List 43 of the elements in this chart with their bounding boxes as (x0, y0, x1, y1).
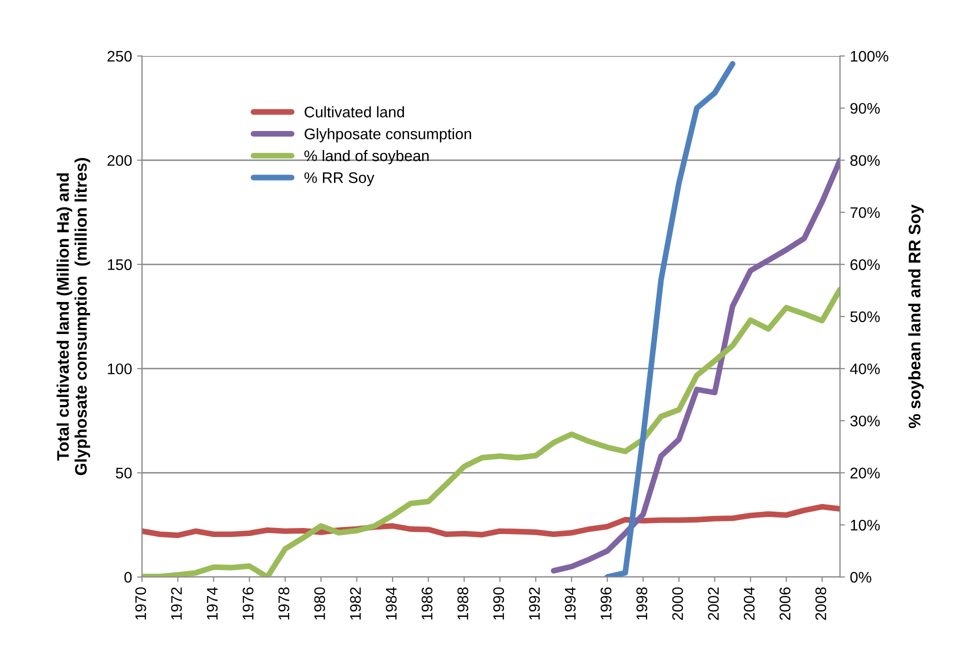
legend-label: Glyhposate consumption (304, 128, 472, 142)
y2-tick-label: 70% (850, 207, 880, 218)
y2-tick-label: 60% (850, 259, 880, 270)
y2-tick-label: 90% (850, 102, 880, 114)
x-tick-label: 1972 (171, 587, 182, 620)
legend-label: % land of soybean (304, 150, 429, 164)
x-tick-label: 1994 (564, 587, 576, 620)
y-tick-label: 250 (108, 50, 132, 62)
y2-tick-label: 20% (850, 468, 880, 478)
x-tick-label: 2000 (672, 587, 684, 620)
x-tick-label: 1980 (314, 587, 326, 620)
legend-label: % RR Soy (304, 172, 374, 186)
y-axis-title: Total cultivated land (Million Ha) and Glyphosate consumption (million litres) (56, 158, 90, 476)
y2-tick-label: 50% (850, 311, 880, 322)
x-tick-label: 2002 (708, 587, 719, 620)
y2-tick-label: 0% (850, 572, 872, 583)
x-tick-label: 1986 (422, 587, 432, 620)
y2-tick-label: 10% (850, 520, 880, 531)
y-tick-label: 50 (116, 468, 132, 478)
x-tick-label: 1970 (135, 587, 146, 620)
y-tick-label: 0 (124, 572, 132, 583)
y2-tick-label: 30% (850, 416, 880, 426)
y2-axis-title: % soybean land and RR Soy (908, 204, 924, 428)
y-tick-label: 200 (108, 155, 132, 166)
x-tick-label: 1990 (493, 587, 504, 620)
x-tick-label: 1982 (350, 587, 361, 620)
x-tick-label: 2006 (780, 587, 790, 620)
y2-tick-label: 80% (850, 155, 880, 166)
x-tick-label: 1976 (242, 587, 254, 620)
x-tick-label: 1998 (636, 587, 648, 620)
y2-tick-label: 40% (850, 363, 880, 374)
y-tick-label: 150 (108, 259, 132, 270)
x-tick-label: 1978 (278, 587, 290, 620)
x-tick-label: 1992 (529, 587, 540, 620)
x-tick-label: 1996 (600, 587, 612, 620)
x-tick-label: 1974 (206, 587, 218, 620)
x-tick-label: 2008 (815, 587, 826, 620)
x-tick-label: 2004 (744, 587, 755, 620)
x-tick-label: 1984 (386, 587, 397, 620)
legend-label: Cultivated land (304, 106, 404, 118)
y-tick-label: 100 (108, 363, 132, 374)
x-tick-label: 1988 (457, 587, 468, 620)
y2-tick-label: 100% (850, 50, 888, 62)
